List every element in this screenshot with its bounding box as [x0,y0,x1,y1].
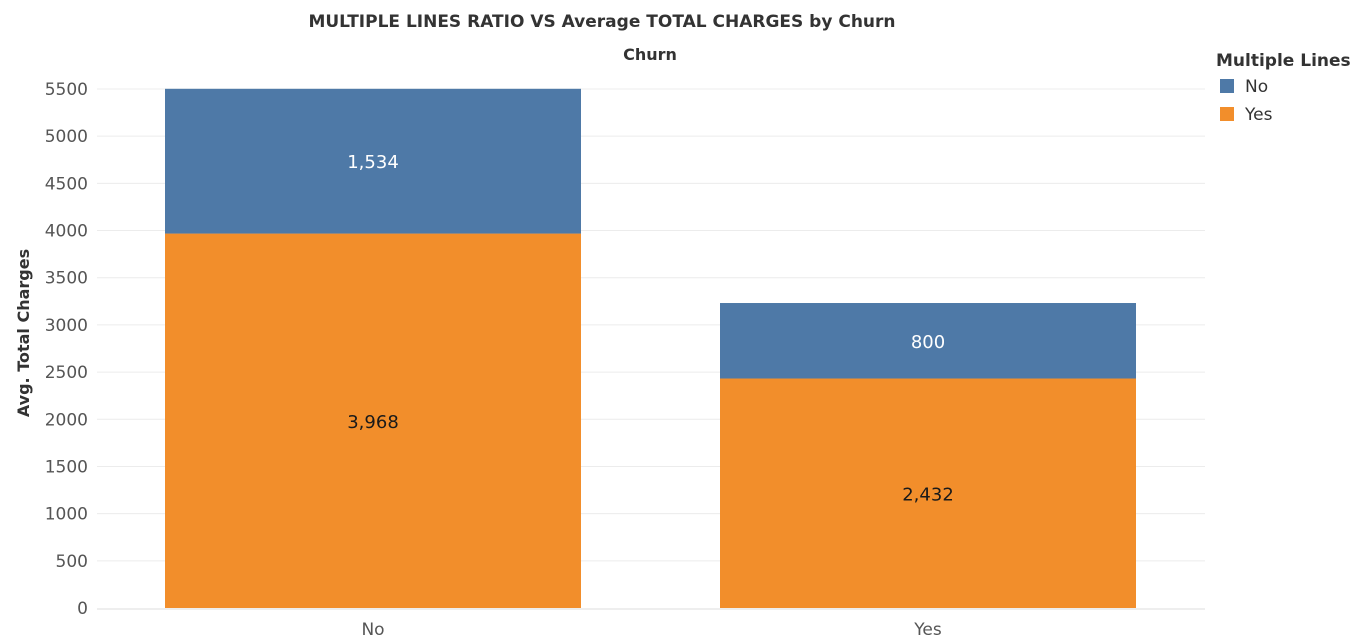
y-tick-label: 2000 [45,410,88,430]
data-label: 2,432 [902,484,954,505]
bar-no-no [165,88,581,234]
legend-label: Yes [1244,105,1273,125]
y-tick-label: 4000 [45,222,88,242]
y-tick-label: 2500 [45,363,88,383]
y-axis-label: Avg. Total Charges [14,249,33,417]
chart-title: MULTIPLE LINES RATIO VS Average TOTAL CH… [308,12,895,32]
y-tick-label: 500 [56,552,88,572]
legend: Multiple Lines No Yes [1216,51,1351,125]
x-tick-label: Yes [913,620,942,640]
y-tick-label: 0 [77,599,88,619]
legend-label: No [1245,77,1268,97]
data-label: 1,534 [347,152,399,173]
data-labels: 3,968 1,534 2,432 800 [347,152,954,505]
bar-yes-yes [720,378,1136,608]
bar-no-yes [165,233,581,608]
legend-title: Multiple Lines [1216,51,1351,71]
bars [165,88,1136,608]
y-tick-label: 1000 [45,505,88,525]
chart-subtitle: Churn [623,45,677,64]
data-label: 3,968 [347,412,399,433]
legend-swatch-yes [1220,107,1234,121]
x-axis-ticks: No Yes [361,620,941,640]
y-tick-label: 1500 [45,457,88,477]
x-tick-label: No [361,620,384,640]
y-tick-label: 4500 [45,174,88,194]
y-tick-label: 5500 [45,80,88,100]
y-tick-label: 3500 [45,269,88,289]
y-tick-label: 5000 [45,127,88,147]
y-axis-ticks: 0 500 1000 1500 2000 2500 3000 3500 4000 4500 5000… [45,80,88,619]
legend-swatch-no [1220,79,1234,93]
bar-yes-no [720,303,1136,379]
y-tick-label: 3000 [45,316,88,336]
data-label: 800 [911,332,945,353]
